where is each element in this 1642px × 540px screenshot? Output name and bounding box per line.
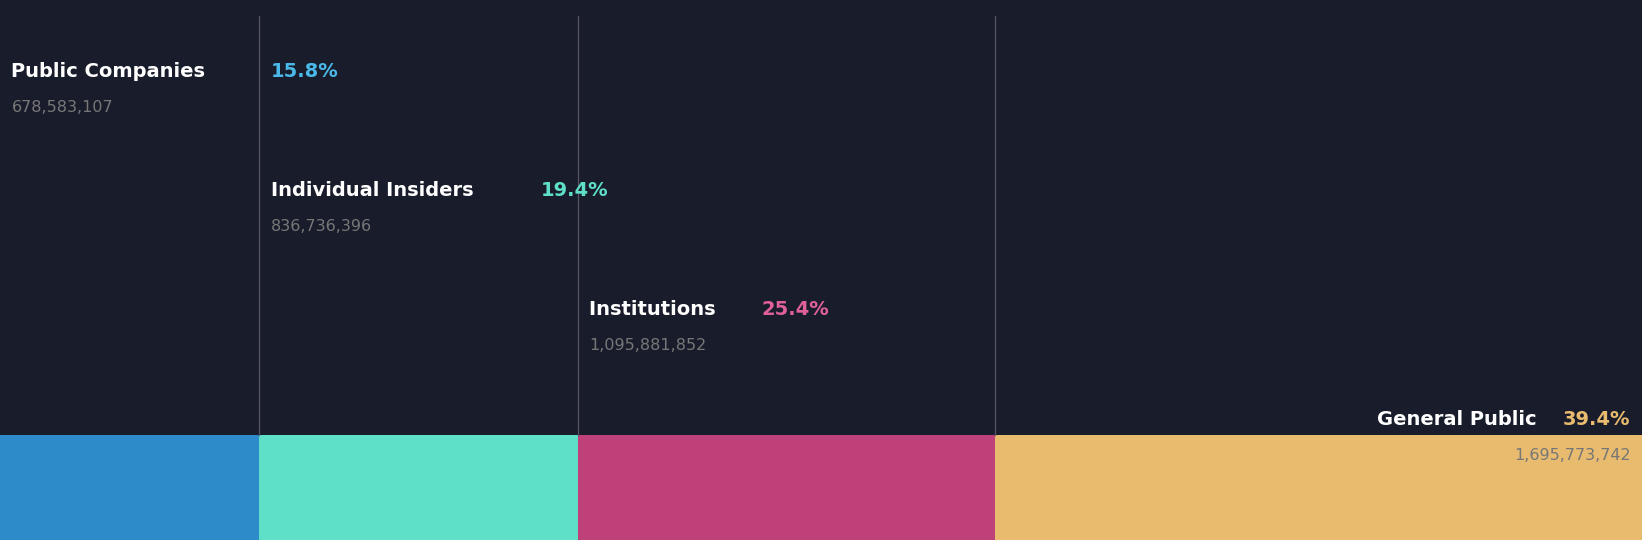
- Text: Public Companies: Public Companies: [11, 62, 212, 81]
- Text: Individual Insiders: Individual Insiders: [271, 181, 481, 200]
- Bar: [0, 435, 259, 540]
- Text: 15.8%: 15.8%: [271, 62, 338, 81]
- Text: 1,695,773,742: 1,695,773,742: [1514, 448, 1631, 463]
- Bar: [995, 435, 1642, 540]
- Text: General Public: General Public: [1378, 410, 1543, 429]
- Text: 836,736,396: 836,736,396: [271, 219, 373, 234]
- Text: 678,583,107: 678,583,107: [11, 100, 113, 115]
- Text: 1,095,881,852: 1,095,881,852: [589, 338, 706, 353]
- Bar: [259, 435, 578, 540]
- Text: 19.4%: 19.4%: [542, 181, 609, 200]
- Text: 25.4%: 25.4%: [762, 300, 829, 319]
- Text: Institutions: Institutions: [589, 300, 722, 319]
- Text: 39.4%: 39.4%: [1563, 410, 1631, 429]
- Bar: [578, 435, 995, 540]
